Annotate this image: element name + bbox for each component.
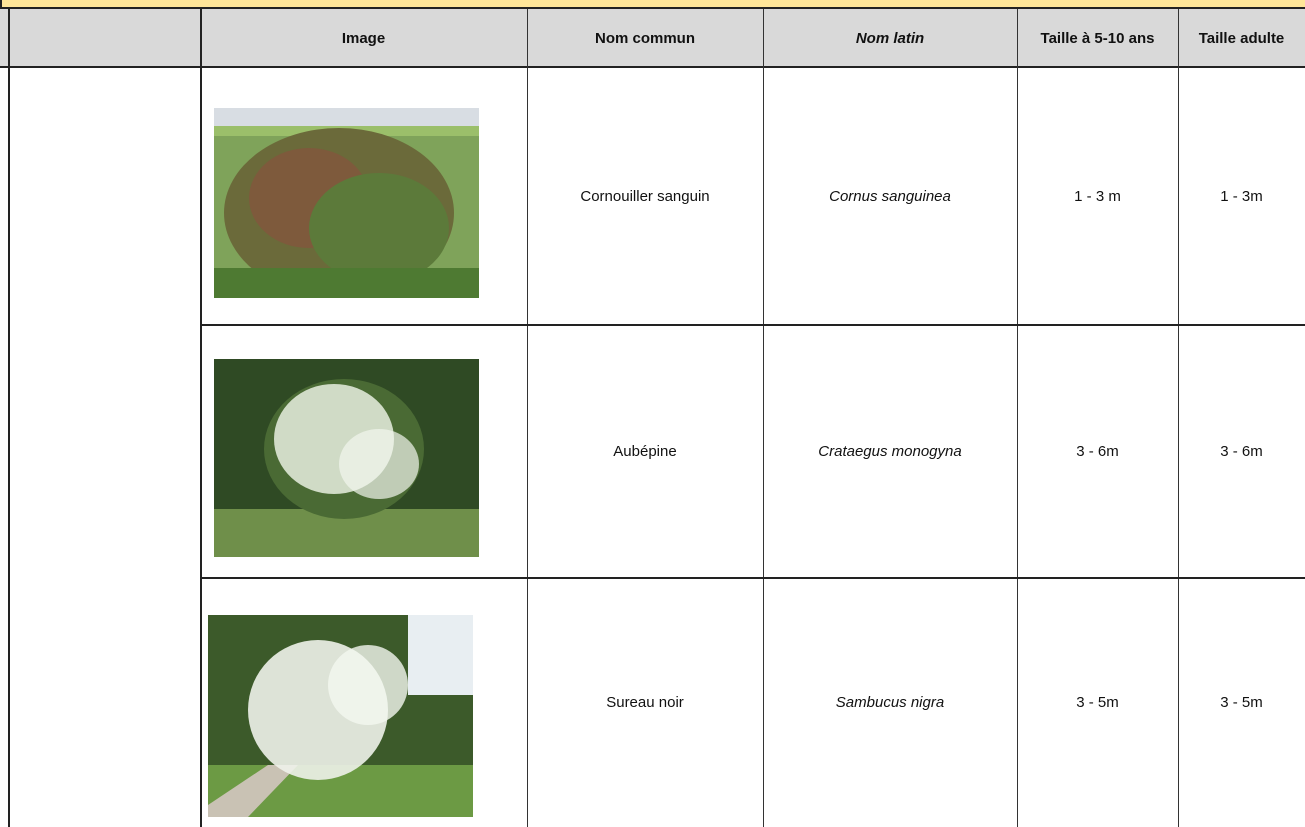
- column-border: [1017, 9, 1018, 827]
- table-cell: 3 - 6m: [1076, 443, 1119, 460]
- row-border: [200, 577, 1305, 579]
- column-border: [763, 9, 764, 827]
- first-col-border: [200, 9, 202, 827]
- table-cell: Cornus sanguinea: [829, 188, 951, 205]
- column-header: Taille adulte: [1198, 30, 1285, 47]
- table-cell: Crataegus monogyna: [818, 443, 962, 460]
- left-border: [8, 9, 10, 827]
- column-header: Image: [341, 30, 386, 47]
- column-header: Nom latin: [855, 30, 925, 47]
- table-cell: Sureau noir: [606, 694, 684, 711]
- table-cell: Cornouiller sanguin: [580, 188, 710, 205]
- header-row: [0, 9, 1305, 68]
- plant-image: [208, 615, 473, 817]
- column-border: [527, 9, 528, 827]
- table-cell: 1 - 3m: [1220, 188, 1263, 205]
- column-header: Taille à 5-10 ans: [1040, 30, 1155, 47]
- table-cell: 3 - 5m: [1220, 694, 1263, 711]
- top-strip: [0, 0, 1305, 9]
- plant-image: [214, 108, 479, 298]
- table-cell: 3 - 6m: [1220, 443, 1263, 460]
- table-cell: 3 - 5m: [1076, 694, 1119, 711]
- row-border: [200, 324, 1305, 326]
- column-header: Nom commun: [594, 30, 695, 47]
- table-cell: Aubépine: [613, 443, 677, 460]
- plant-image: [214, 359, 479, 557]
- table-cell: Sambucus nigra: [835, 694, 945, 711]
- table-cell: 1 - 3 m: [1074, 188, 1121, 205]
- column-border: [1178, 9, 1179, 827]
